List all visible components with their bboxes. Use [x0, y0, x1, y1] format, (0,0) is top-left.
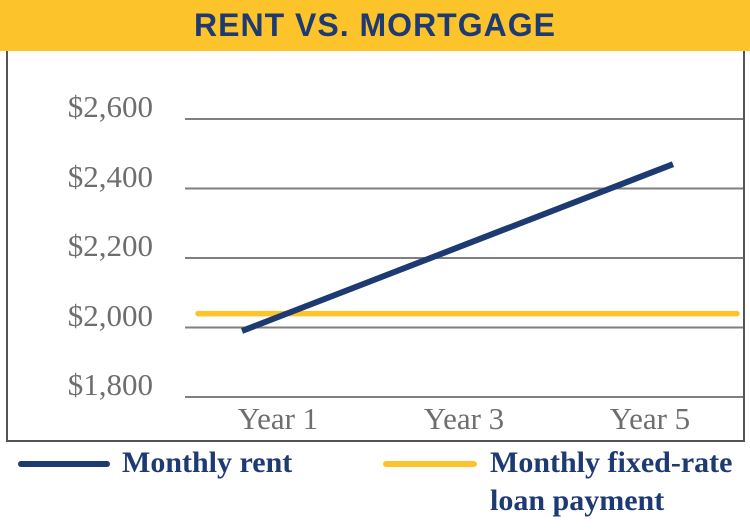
legend-swatch-fixed-rate: [383, 461, 477, 467]
legend-label-monthly-rent: Monthly rent: [122, 444, 292, 482]
legend-swatch-monthly-rent: [18, 461, 110, 467]
legend-text-line: Monthly fixed-rate: [490, 446, 733, 479]
legend-text-line: Monthly rent: [122, 446, 293, 479]
plot-area: $2,600 $2,400 $2,200 $2,000 $1,800 Year 1 Year…: [6, 51, 745, 442]
y-axis-tick-label: $2,600: [67, 89, 153, 124]
x-axis-tick-label: Year 5: [609, 401, 691, 436]
chart-canvas: [185, 118, 743, 398]
chart-title: RENT VS. MORTGAGE: [194, 7, 556, 43]
legend-label-fixed-rate: Monthly fixed-rate loan payment: [490, 444, 732, 520]
y-axis-tick-label: $2,000: [67, 297, 153, 333]
series-line-monthly-rent: [240, 161, 675, 334]
title-banner: RENT VS. MORTGAGE: [0, 0, 750, 51]
y-axis-tick-label: $2,400: [67, 158, 153, 194]
x-axis-tick-label: Year 1: [237, 401, 319, 436]
x-axis-tick-label: Year 3: [423, 401, 505, 436]
y-axis-tick-label: $2,200: [67, 228, 153, 263]
legend: Monthly rent Monthly fixed-rate loan pay…: [0, 442, 750, 528]
y-axis-tick-label: $1,800: [67, 367, 153, 402]
legend-text-line: loan payment: [490, 484, 665, 517]
